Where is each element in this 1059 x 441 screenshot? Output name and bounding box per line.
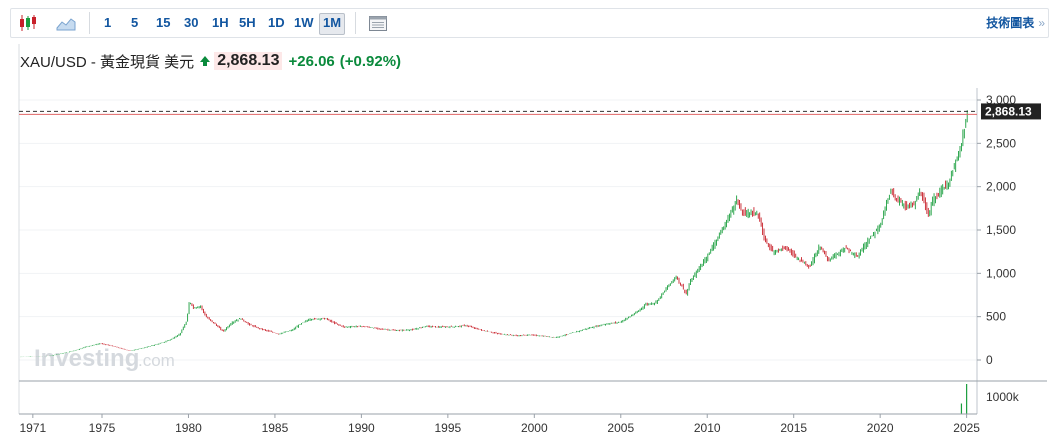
x-tick-label: 1980 — [175, 421, 202, 435]
y-tick-label: 500 — [986, 310, 1006, 324]
instrument-name: XAU/USD - 黃金現貨 美元 — [20, 53, 195, 71]
double-chevron-right-icon: » — [1038, 16, 1045, 30]
interval-5[interactable]: 5 — [131, 15, 139, 30]
calendar-icon[interactable] — [367, 12, 389, 34]
y-tick-label: 2,500 — [986, 136, 1016, 150]
volume-axis-label: 1000k — [986, 390, 1020, 404]
quote-header: XAU/USD - 黃金現貨 美元 2,868.13 +26.06 (+0.92… — [20, 50, 401, 72]
x-tick-label: 1990 — [348, 421, 375, 435]
area-chart-icon[interactable] — [55, 12, 77, 34]
y-tick-label: 1,500 — [986, 223, 1016, 237]
last-price: 2,868.13 — [214, 52, 283, 70]
x-tick-label: 1975 — [89, 421, 116, 435]
interval-1w[interactable]: 1W — [294, 15, 314, 30]
price-change-percent: (+0.92%) — [339, 52, 402, 70]
last-price-label-box — [981, 103, 1041, 120]
technical-chart-label: 技術圖表 — [986, 16, 1035, 30]
last-price-marker: 2,868.13 — [19, 103, 1041, 120]
arrow-up-icon — [200, 56, 211, 66]
watermark-brand: Investing — [34, 345, 139, 372]
interval-15[interactable]: 15 — [156, 15, 171, 30]
x-tick-label: 2015 — [780, 421, 807, 435]
y-tick-label: 0 — [986, 353, 993, 367]
interval-1h[interactable]: 1H — [212, 15, 229, 30]
interval-5h[interactable]: 5H — [239, 15, 256, 30]
toolbar-divider — [355, 12, 356, 34]
x-tick-label: 2020 — [867, 421, 894, 435]
interval-30[interactable]: 30 — [184, 15, 199, 30]
x-tick-label: 2010 — [694, 421, 721, 435]
x-tick-label: 2005 — [607, 421, 634, 435]
x-tick-label: 1995 — [435, 421, 462, 435]
investing-watermark: Investing.com — [34, 345, 175, 372]
toolbar-divider — [89, 12, 90, 34]
candlestick-icon[interactable] — [17, 12, 39, 34]
chart-toolbar: 1 5 15 30 1H 5H 1D 1W 1M 技術圖表» — [0, 0, 1059, 44]
interval-1[interactable]: 1 — [104, 15, 112, 30]
interval-1m[interactable]: 1M — [319, 13, 346, 35]
watermark-suffix: .com — [138, 351, 175, 370]
chart-grid — [19, 99, 977, 361]
x-tick-label: 1985 — [262, 421, 289, 435]
technical-chart-link[interactable]: 技術圖表» — [986, 14, 1045, 31]
y-tick-label: 1,000 — [986, 266, 1016, 280]
volume-pane: 1000k — [960, 384, 1020, 414]
x-tick-label: 1971 — [19, 421, 46, 435]
interval-1d[interactable]: 1D — [268, 15, 285, 30]
price-series — [18, 110, 968, 358]
x-tick-label: 2025 — [953, 421, 980, 435]
last-price-label: 2,868.13 — [985, 104, 1032, 118]
y-tick-label: 2,000 — [986, 180, 1016, 194]
toolbar-frame — [10, 8, 1049, 38]
x-tick-label: 2000 — [521, 421, 548, 435]
price-change: +26.06 — [288, 52, 335, 70]
